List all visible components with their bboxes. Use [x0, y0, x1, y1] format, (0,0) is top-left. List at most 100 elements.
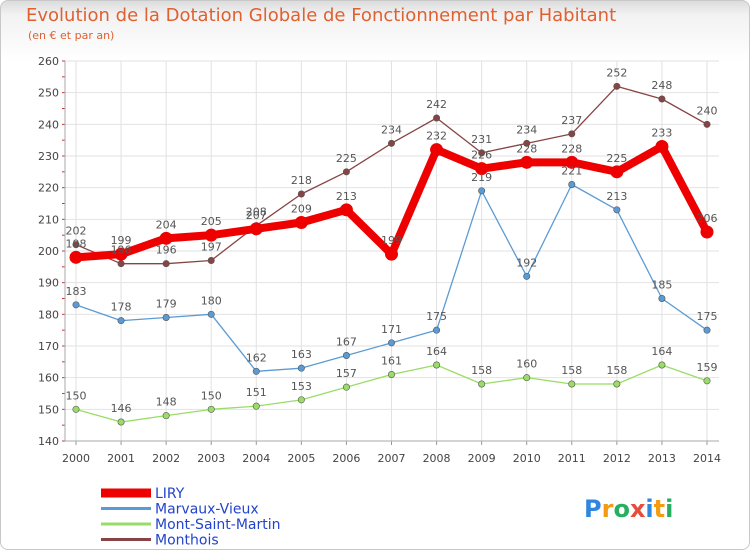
- data-label: 183: [66, 285, 87, 298]
- data-label: 225: [606, 152, 627, 165]
- x-tick-label: 2014: [693, 452, 721, 465]
- data-label: 179: [156, 298, 177, 311]
- data-point: [339, 203, 353, 217]
- data-label: 213: [336, 190, 357, 203]
- data-point: [658, 294, 666, 302]
- x-tick-label: 2012: [603, 452, 631, 465]
- data-label: 167: [336, 336, 357, 349]
- data-label: 226: [471, 149, 492, 162]
- data-label: 162: [246, 351, 267, 364]
- data-point: [523, 374, 531, 382]
- data-point: [72, 301, 80, 309]
- x-tick-label: 2001: [107, 452, 135, 465]
- y-tick-label: 250: [38, 87, 59, 100]
- data-label: 146: [111, 402, 132, 415]
- data-point: [117, 260, 125, 268]
- data-label: 175: [697, 310, 718, 323]
- data-label: 159: [697, 361, 718, 374]
- data-point: [475, 162, 489, 176]
- data-label: 161: [381, 355, 402, 368]
- y-tick-label: 180: [38, 308, 59, 321]
- data-label: 199: [111, 234, 132, 247]
- data-point: [207, 405, 215, 413]
- data-point: [568, 181, 576, 189]
- data-point: [249, 222, 263, 236]
- data-label: 157: [336, 367, 357, 380]
- data-point: [655, 140, 669, 153]
- data-point: [387, 339, 395, 347]
- data-point: [252, 402, 260, 410]
- data-point: [478, 149, 486, 157]
- data-point: [159, 231, 173, 245]
- x-tick-label: 2011: [558, 452, 586, 465]
- data-label: 196: [156, 244, 177, 257]
- data-point: [69, 250, 83, 264]
- data-label: 202: [66, 225, 87, 238]
- data-label: 198: [66, 237, 87, 250]
- chart-subtitle: (en € et par an): [28, 29, 115, 42]
- y-tick-label: 200: [38, 245, 59, 258]
- data-label: 237: [561, 114, 582, 127]
- y-tick-label: 190: [38, 277, 59, 290]
- data-label: 153: [291, 380, 312, 393]
- data-point: [297, 190, 305, 198]
- data-point: [162, 260, 170, 268]
- data-label: 208: [246, 206, 267, 219]
- x-tick-label: 2009: [468, 452, 496, 465]
- data-point: [387, 370, 395, 378]
- data-label: 233: [651, 127, 672, 140]
- data-label: 164: [426, 345, 447, 358]
- data-label: 197: [201, 241, 222, 254]
- x-tick-label: 2003: [197, 452, 225, 465]
- data-label: 196: [111, 244, 132, 257]
- data-point: [207, 310, 215, 318]
- data-label: 204: [156, 218, 177, 231]
- data-point: [162, 313, 170, 321]
- data-point: [430, 143, 444, 157]
- data-point: [703, 120, 711, 128]
- data-label: 206: [697, 212, 718, 225]
- data-point: [520, 155, 534, 169]
- data-point: [433, 361, 441, 369]
- data-point: [433, 114, 441, 122]
- data-point: [387, 139, 395, 147]
- data-point: [342, 351, 350, 359]
- data-point: [297, 364, 305, 372]
- data-label: 228: [516, 142, 537, 155]
- x-tick-label: 2000: [62, 452, 90, 465]
- data-point: [565, 155, 579, 169]
- data-point: [385, 247, 398, 261]
- data-point: [117, 418, 125, 426]
- data-label: 150: [201, 389, 222, 402]
- data-label: 219: [471, 171, 492, 184]
- x-tick-label: 2002: [152, 452, 180, 465]
- data-label: 240: [697, 104, 718, 117]
- data-label: 252: [606, 66, 627, 79]
- data-point: [613, 82, 621, 90]
- data-point: [700, 225, 714, 239]
- data-label: 205: [201, 215, 222, 228]
- data-label: 171: [381, 323, 402, 336]
- data-label: 232: [426, 130, 447, 143]
- data-point: [523, 272, 531, 280]
- data-label: 248: [651, 79, 672, 92]
- data-label: 234: [516, 123, 537, 136]
- y-tick-label: 210: [38, 213, 59, 226]
- x-tick-label: 2008: [423, 452, 451, 465]
- proxiti-logo: Proxiti: [584, 495, 673, 523]
- y-tick-label: 230: [38, 150, 59, 163]
- data-label: 175: [426, 310, 447, 323]
- data-point: [613, 206, 621, 214]
- data-label: 158: [471, 364, 492, 377]
- y-tick-label: 140: [38, 435, 59, 448]
- data-point: [207, 256, 215, 264]
- data-label: 178: [111, 301, 132, 314]
- data-point: [342, 168, 350, 176]
- y-tick-label: 220: [38, 182, 59, 195]
- y-tick-label: 150: [38, 403, 59, 416]
- data-label: 221: [561, 165, 582, 178]
- y-tick-label: 170: [38, 340, 59, 353]
- data-point: [523, 139, 531, 147]
